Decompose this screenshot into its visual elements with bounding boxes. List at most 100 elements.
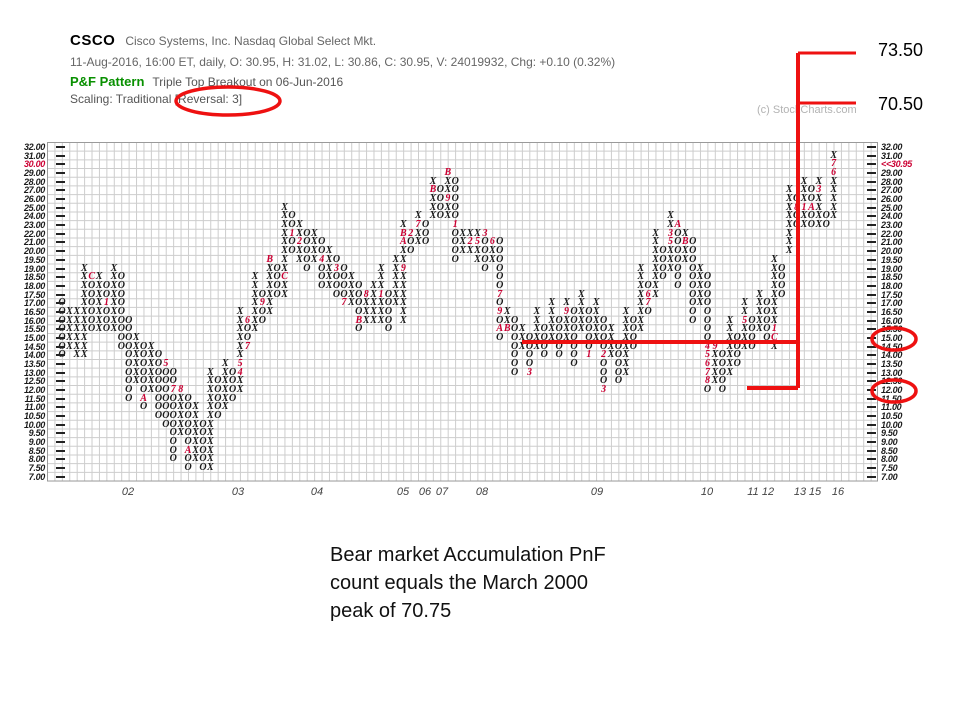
pnf-x-cell: X (696, 271, 704, 283)
pnf-x-cell: X (95, 314, 103, 326)
pnf-x-cell: X (578, 323, 585, 335)
pnf-month-mark: B (399, 227, 407, 239)
pnf-o-cell: O (154, 384, 163, 396)
pnf-x-cell: X (251, 297, 259, 309)
pnf-month-mark: 6 (245, 314, 250, 326)
price-scale-left-label: 32.00 (23, 142, 45, 152)
pnf-x-cell: X (756, 288, 763, 300)
pnf-x-cell: X (711, 358, 719, 369)
pnf-x-cell: X (429, 175, 437, 187)
price-scale-tick (867, 302, 876, 305)
pnf-x-cell: X (207, 444, 214, 456)
pnf-o-cell: O (384, 288, 393, 300)
price-scale-tick (56, 189, 65, 192)
pnf-x-cell: X (563, 314, 570, 326)
pnf-x-cell: X (800, 184, 808, 196)
pnf-o-cell: O (229, 375, 237, 387)
pnf-month-mark: B (355, 314, 363, 326)
pnf-x-cell: X (830, 193, 837, 205)
pnf-o-cell: O (154, 375, 163, 387)
pnf-o-cell: O (288, 210, 296, 222)
quote-line: 11-Aug-2016, 16:00 ET, daily, O: 30.95, … (70, 55, 616, 69)
pnf-x-cell: X (132, 375, 140, 387)
pnf-month-mark: 6 (831, 167, 837, 179)
pnf-o-cell: O (421, 219, 430, 231)
pnf-o-cell: O (303, 236, 311, 248)
price-scale-tick (867, 319, 876, 322)
pnf-x-cell: X (726, 349, 734, 361)
pnf-x-cell: X (281, 201, 288, 213)
pnf-x-cell: X (80, 279, 88, 291)
price-scale-tick (56, 467, 65, 470)
pnf-o-cell: O (674, 271, 682, 283)
year-axis-label: 15 (808, 486, 822, 498)
pnf-o-cell: O (570, 305, 578, 317)
pnf-x-cell: X (607, 349, 615, 361)
pnf-o-cell: O (273, 288, 281, 300)
pnf-x-cell: X (533, 331, 541, 343)
pnf-month-mark: 1 (801, 201, 807, 213)
year-axis-label: 08 (475, 486, 489, 498)
pnf-o-cell: O (229, 384, 237, 396)
price-scale-tick (867, 276, 876, 279)
pnf-o-cell: O (288, 236, 296, 248)
pnf-o-cell: O (102, 279, 111, 291)
pnf-month-mark: 5 (475, 236, 481, 248)
pnf-x-cell: X (95, 297, 103, 309)
price-scale-right-label: 20.00 (881, 246, 903, 257)
pnf-o-cell: O (674, 227, 682, 239)
pnf-x-cell: X (296, 253, 303, 265)
price-scale-right-label: 11.50 (881, 393, 902, 404)
pnf-x-cell: X (815, 193, 823, 205)
price-scale-tick (56, 206, 65, 209)
price-scale-left-label: 29.00 (23, 168, 45, 179)
pnf-x-cell: X (236, 305, 244, 317)
pnf-o-cell: O (117, 305, 125, 317)
pnf-o-cell: O (689, 297, 697, 309)
pnf-o-cell: O (154, 366, 163, 378)
pnf-o-cell: O (384, 297, 393, 309)
pnf-x-cell: X (489, 245, 496, 257)
pnf-o-cell: O (169, 375, 177, 387)
pnf-o-cell: O (659, 245, 667, 257)
pnf-x-cell: X (362, 314, 370, 326)
pnf-x-cell: X (444, 201, 452, 213)
pnf-o-cell: O (703, 279, 712, 291)
pnf-x-cell: X (66, 340, 73, 352)
pnf-x-cell: X (73, 305, 81, 317)
price-scale-tick (867, 310, 876, 313)
pnf-o-cell: O (570, 340, 578, 352)
price-scale-left-label: 12.00 (23, 385, 45, 396)
pnf-month-mark: 5 (742, 314, 748, 326)
price-scale-tick (56, 276, 65, 279)
pnf-x-cell: X (399, 279, 407, 291)
pnf-o-cell: O (88, 279, 96, 291)
pnf-month-mark: 2 (467, 236, 473, 248)
pnf-o-cell: O (258, 314, 266, 326)
pnf-x-cell: X (444, 210, 452, 222)
pnf-o-cell: O (659, 271, 667, 283)
pnf-x-cell: X (132, 358, 140, 369)
pnf-x-cell: X (348, 288, 355, 300)
pnf-o-cell: O (125, 314, 133, 326)
price-scale-tick (867, 432, 876, 435)
stockcharts-watermark: (c) StockCharts.com (757, 104, 857, 116)
pnf-o-cell: O (169, 453, 177, 465)
pnf-o-cell: O (102, 314, 111, 326)
pnf-x-cell: X (266, 297, 274, 309)
price-scale-tick (56, 215, 65, 218)
pnf-x-cell: X (533, 323, 541, 335)
pnf-o-cell: O (273, 271, 281, 283)
pnf-o-cell: O (162, 418, 170, 430)
pnf-o-cell: O (451, 184, 459, 196)
pattern-text: Triple Top Breakout on 06-Jun-2016 (152, 75, 344, 89)
pnf-x-cell: X (80, 262, 88, 274)
pnf-o-cell: O (436, 201, 445, 213)
pnf-x-cell: X (741, 323, 748, 335)
pnf-o-cell: O (540, 331, 548, 343)
pnf-x-cell: X (622, 323, 630, 335)
pnf-o-cell: O (162, 401, 170, 413)
pnf-x-cell: X (785, 245, 793, 257)
pnf-x-cell: X (770, 340, 778, 352)
